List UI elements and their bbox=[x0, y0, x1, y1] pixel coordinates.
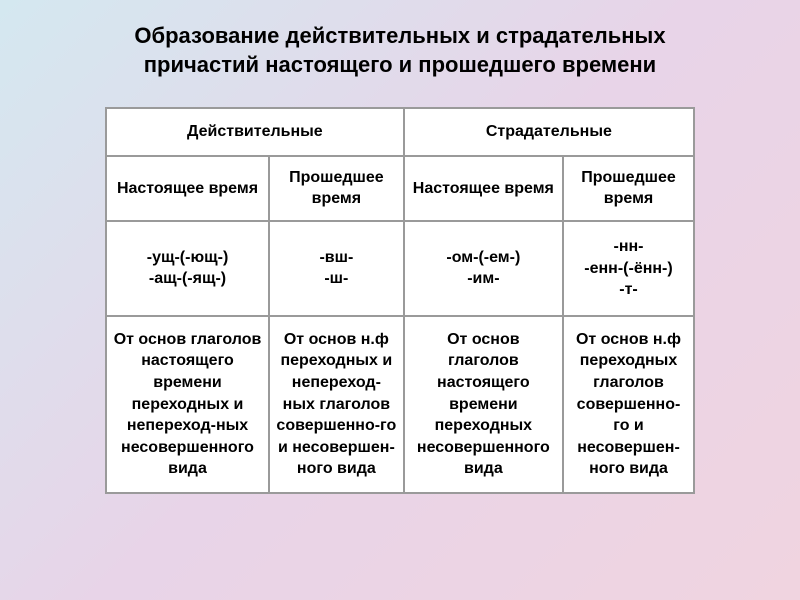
desc-col2: От основ н.ф переходных и непереход-ных … bbox=[269, 316, 404, 493]
header-passive: Страдательные bbox=[404, 108, 694, 156]
desc-col4: От основ н.ф переходных глаголов соверше… bbox=[563, 316, 694, 493]
desc-col1: От основ глаголов настоящего времени пер… bbox=[106, 316, 269, 493]
page-title: Образование действительных и страдательн… bbox=[134, 22, 665, 79]
suffix-col2: -вш--ш- bbox=[269, 221, 404, 316]
suffix-col4: -нн--енн-(-ённ-)-т- bbox=[563, 221, 694, 316]
sub-col3: Настоящее время bbox=[404, 156, 563, 221]
sub-col1: Настоящее время bbox=[106, 156, 269, 221]
title-line-2: причастий настоящего и прошедшего времен… bbox=[144, 52, 656, 77]
table-desc-row: От основ глаголов настоящего времени пер… bbox=[106, 316, 694, 493]
suffix-col1: -ущ-(-ющ-)-ащ-(-ящ-) bbox=[106, 221, 269, 316]
sub-col4: Прошедшее время bbox=[563, 156, 694, 221]
title-line-1: Образование действительных и страдательн… bbox=[134, 23, 665, 48]
desc-col3: От основ глаголов настоящего времени пер… bbox=[404, 316, 563, 493]
table-header-row: Действительные Страдательные bbox=[106, 108, 694, 156]
table-subheader-row: Настоящее время Прошедшее время Настояще… bbox=[106, 156, 694, 221]
suffix-col3: -ом-(-ем-)-им- bbox=[404, 221, 563, 316]
table-suffix-row: -ущ-(-ющ-)-ащ-(-ящ-) -вш--ш- -ом-(-ем-)-… bbox=[106, 221, 694, 316]
header-active: Действительные bbox=[106, 108, 404, 156]
sub-col2: Прошедшее время bbox=[269, 156, 404, 221]
participle-table: Действительные Страдательные Настоящее в… bbox=[105, 107, 695, 494]
